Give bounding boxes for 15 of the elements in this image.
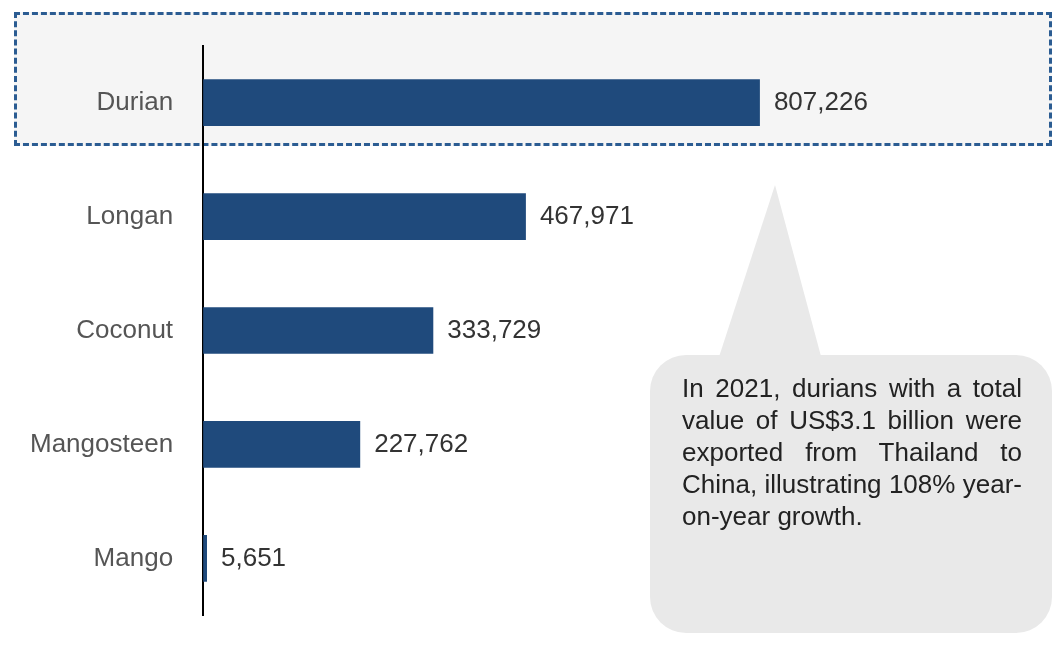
y-tick-label: Coconut	[76, 313, 174, 344]
data-label: 467,971	[539, 199, 634, 230]
bar	[203, 307, 434, 354]
data-label: 807,226	[773, 85, 868, 116]
data-label: 227,762	[374, 427, 469, 458]
y-tick-label: Longan	[86, 199, 174, 230]
data-label: 5,651	[221, 541, 287, 572]
y-tick-label: Mango	[93, 541, 174, 572]
y-tick-label: Durian	[96, 85, 174, 116]
y-tick-label: Mangosteen	[29, 427, 174, 458]
annotation: In 2021, durians with a total value of US$3.1 billion were exported from Thailand to China, illustrating 108% year-on-year growth.	[681, 372, 1023, 532]
bar	[203, 421, 361, 468]
bar	[203, 193, 526, 240]
bar	[203, 79, 760, 126]
data-label: 333,729	[447, 313, 542, 344]
